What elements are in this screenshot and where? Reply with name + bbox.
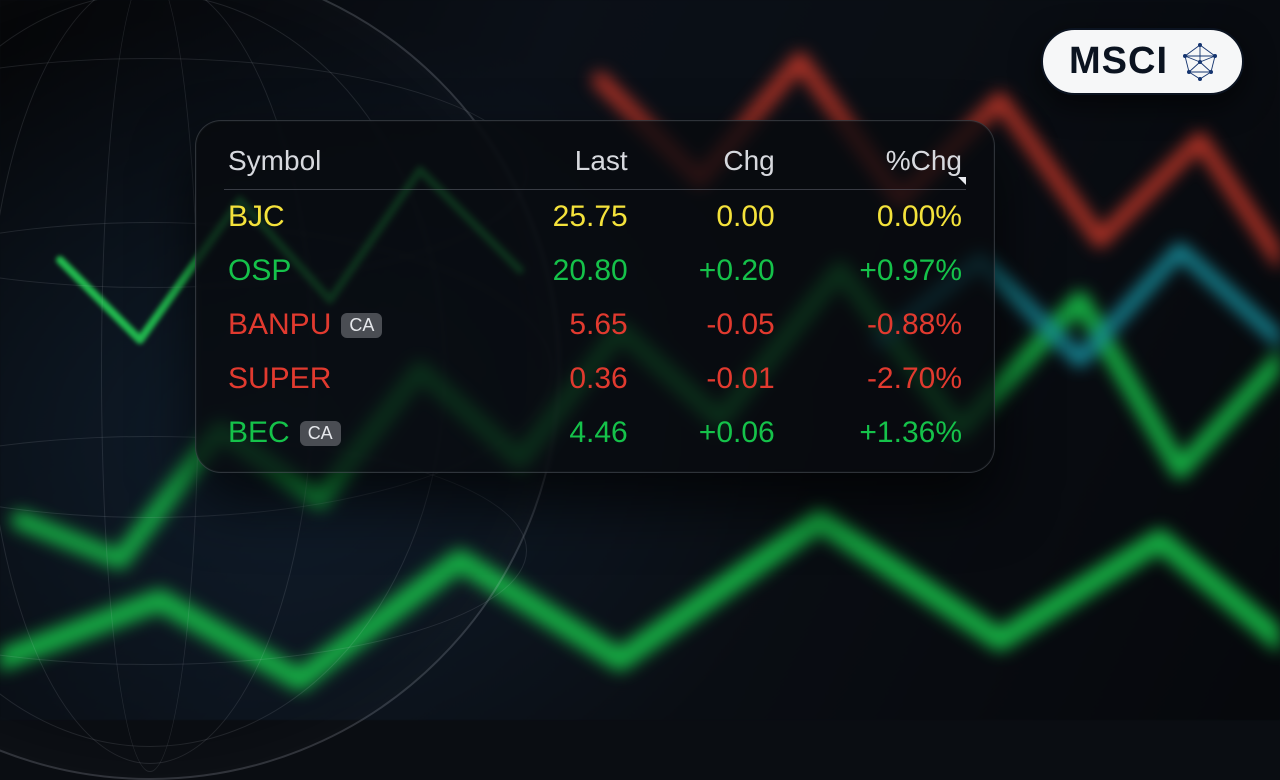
symbol-text: BJC xyxy=(228,200,285,233)
cell-chg: +0.06 xyxy=(636,406,783,460)
col-pct[interactable]: %Chg xyxy=(783,135,966,190)
col-pct-label: %Chg xyxy=(886,145,962,176)
symbol-text: SUPER xyxy=(228,362,331,395)
symbol-text: BEC xyxy=(228,416,290,449)
cell-symbol: BANPU CA xyxy=(224,298,490,352)
symbol-text: OSP xyxy=(228,254,291,287)
table-row[interactable]: BANPU CA 5.65-0.05-0.88% xyxy=(224,298,966,352)
table-header-row: Symbol Last Chg %Chg xyxy=(224,135,966,190)
stock-panel: Symbol Last Chg %Chg BJC25.750.000.00%OS… xyxy=(195,120,995,473)
cell-chg: -0.01 xyxy=(636,352,783,406)
cell-last: 4.46 xyxy=(490,406,636,460)
cell-symbol: BJC xyxy=(224,190,490,245)
table-row[interactable]: SUPER 0.36-0.01-2.70% xyxy=(224,352,966,406)
cell-symbol: OSP xyxy=(224,244,490,298)
symbol-text: BANPU xyxy=(228,308,331,341)
stock-table: Symbol Last Chg %Chg BJC25.750.000.00%OS… xyxy=(224,135,966,460)
table-row[interactable]: OSP 20.80+0.20+0.97% xyxy=(224,244,966,298)
cell-last: 20.80 xyxy=(490,244,636,298)
cell-pct: +1.36% xyxy=(783,406,966,460)
cell-chg: +0.20 xyxy=(636,244,783,298)
col-last[interactable]: Last xyxy=(490,135,636,190)
cell-last: 5.65 xyxy=(490,298,636,352)
cell-last: 0.36 xyxy=(490,352,636,406)
msci-label: MSCI xyxy=(1069,40,1168,83)
col-chg[interactable]: Chg xyxy=(636,135,783,190)
cell-symbol: SUPER xyxy=(224,352,490,406)
cell-pct: -2.70% xyxy=(783,352,966,406)
sort-desc-icon xyxy=(958,177,966,185)
ca-badge: CA xyxy=(300,421,341,446)
globe-network-icon xyxy=(1180,42,1220,82)
table-row[interactable]: BEC CA 4.46+0.06+1.36% xyxy=(224,406,966,460)
cell-chg: 0.00 xyxy=(636,190,783,245)
cell-pct: +0.97% xyxy=(783,244,966,298)
cell-chg: -0.05 xyxy=(636,298,783,352)
table-row[interactable]: BJC 25.750.000.00% xyxy=(224,190,966,245)
cell-last: 25.75 xyxy=(490,190,636,245)
col-symbol[interactable]: Symbol xyxy=(224,135,490,190)
cell-pct: 0.00% xyxy=(783,190,966,245)
ca-badge: CA xyxy=(341,313,382,338)
cell-pct: -0.88% xyxy=(783,298,966,352)
cell-symbol: BEC CA xyxy=(224,406,490,460)
msci-badge: MSCI xyxy=(1041,28,1244,95)
